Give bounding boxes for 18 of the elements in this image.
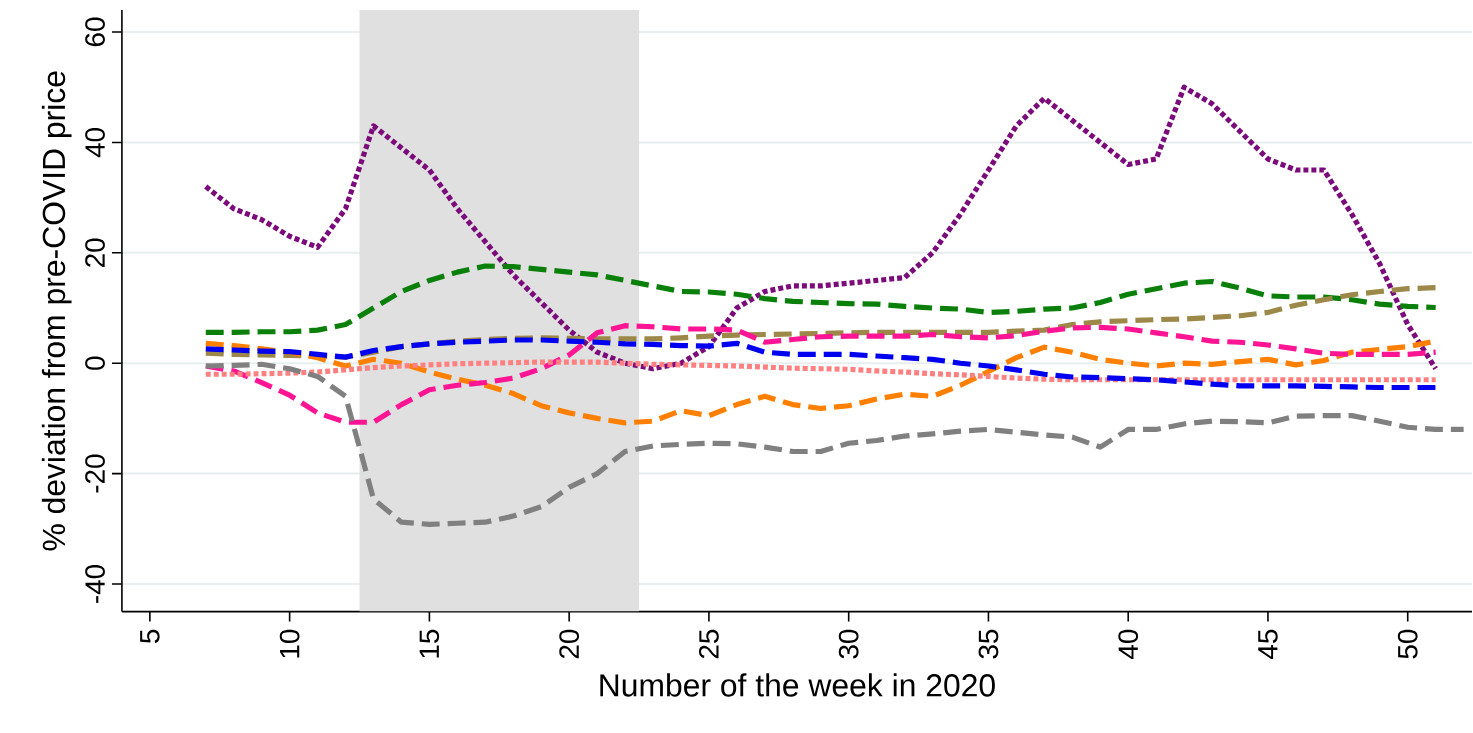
x-tick-label: 40 xyxy=(1118,629,1139,660)
x-tick-label: 50 xyxy=(1397,629,1418,659)
y-tick-label: 60 xyxy=(85,17,105,47)
y-tick-label: 40 xyxy=(85,128,105,158)
x-tick-label: 10 xyxy=(279,629,300,658)
y-tick-label: -40 xyxy=(85,565,105,604)
x-tick-label: 25 xyxy=(699,630,719,659)
x-tick-label: 35 xyxy=(978,630,999,659)
x-tick-label: 30 xyxy=(838,629,859,659)
y-tick-label: -20 xyxy=(85,454,105,493)
y-axis-title: % deviation from pre-COVID price xyxy=(41,71,72,551)
x-tick-label: 15 xyxy=(419,630,440,658)
x-tick-label: 20 xyxy=(559,629,580,659)
y-tick-label: 0 xyxy=(85,356,105,371)
y-tick-label: 20 xyxy=(85,238,105,268)
x-tick-label: 5 xyxy=(140,629,160,644)
x-axis-title: Number of the week in 2020 xyxy=(600,673,995,697)
x-tick-label: 45 xyxy=(1258,630,1278,660)
